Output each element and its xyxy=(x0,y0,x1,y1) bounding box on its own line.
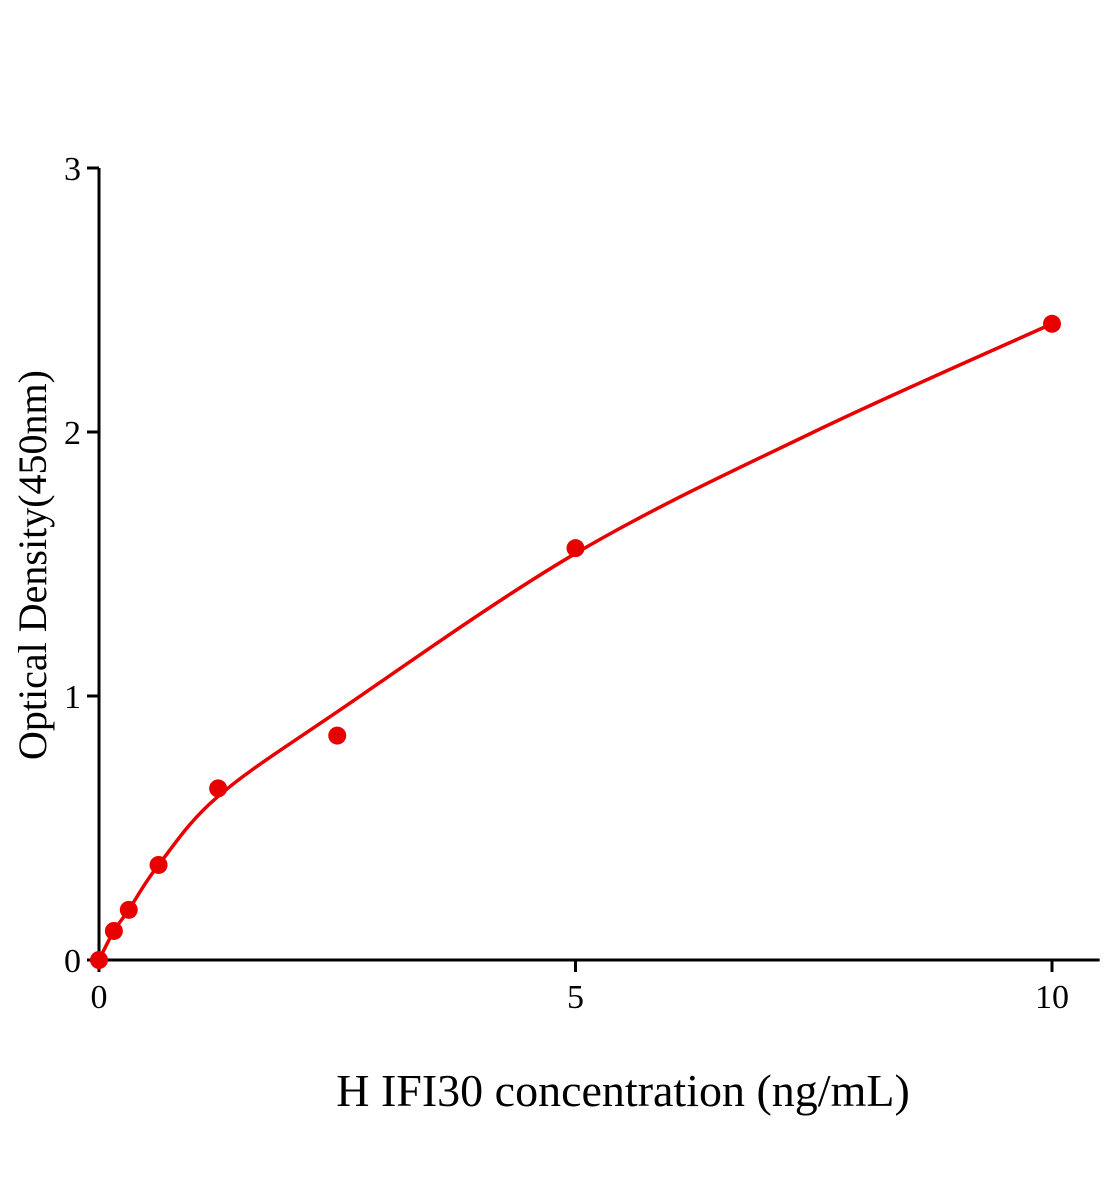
data-point xyxy=(104,921,123,940)
data-point xyxy=(90,951,108,969)
axes xyxy=(87,166,1100,972)
tick-labels: 0 1 2 3 0 5 10 xyxy=(64,151,1069,1016)
data-point xyxy=(566,539,585,558)
y-tick-label: 1 xyxy=(64,679,81,716)
x-tick-label: 5 xyxy=(567,979,584,1016)
x-tick-label: 0 xyxy=(91,979,108,1016)
y-tick-label: 0 xyxy=(64,943,81,980)
data-point xyxy=(119,900,138,919)
data-points xyxy=(90,314,1061,969)
fit-curve xyxy=(97,322,1053,961)
y-tick-label: 2 xyxy=(64,415,81,452)
data-point xyxy=(209,779,228,798)
data-point xyxy=(1043,314,1061,333)
data-point xyxy=(149,855,168,874)
x-axis-label: H IFI30 concentration (ng/mL) xyxy=(336,1065,910,1116)
data-point xyxy=(328,726,347,745)
x-tick-label: 10 xyxy=(1035,979,1069,1016)
y-axis-label: Optical Density(450nm) xyxy=(10,370,55,760)
y-tick-label: 3 xyxy=(64,151,81,188)
